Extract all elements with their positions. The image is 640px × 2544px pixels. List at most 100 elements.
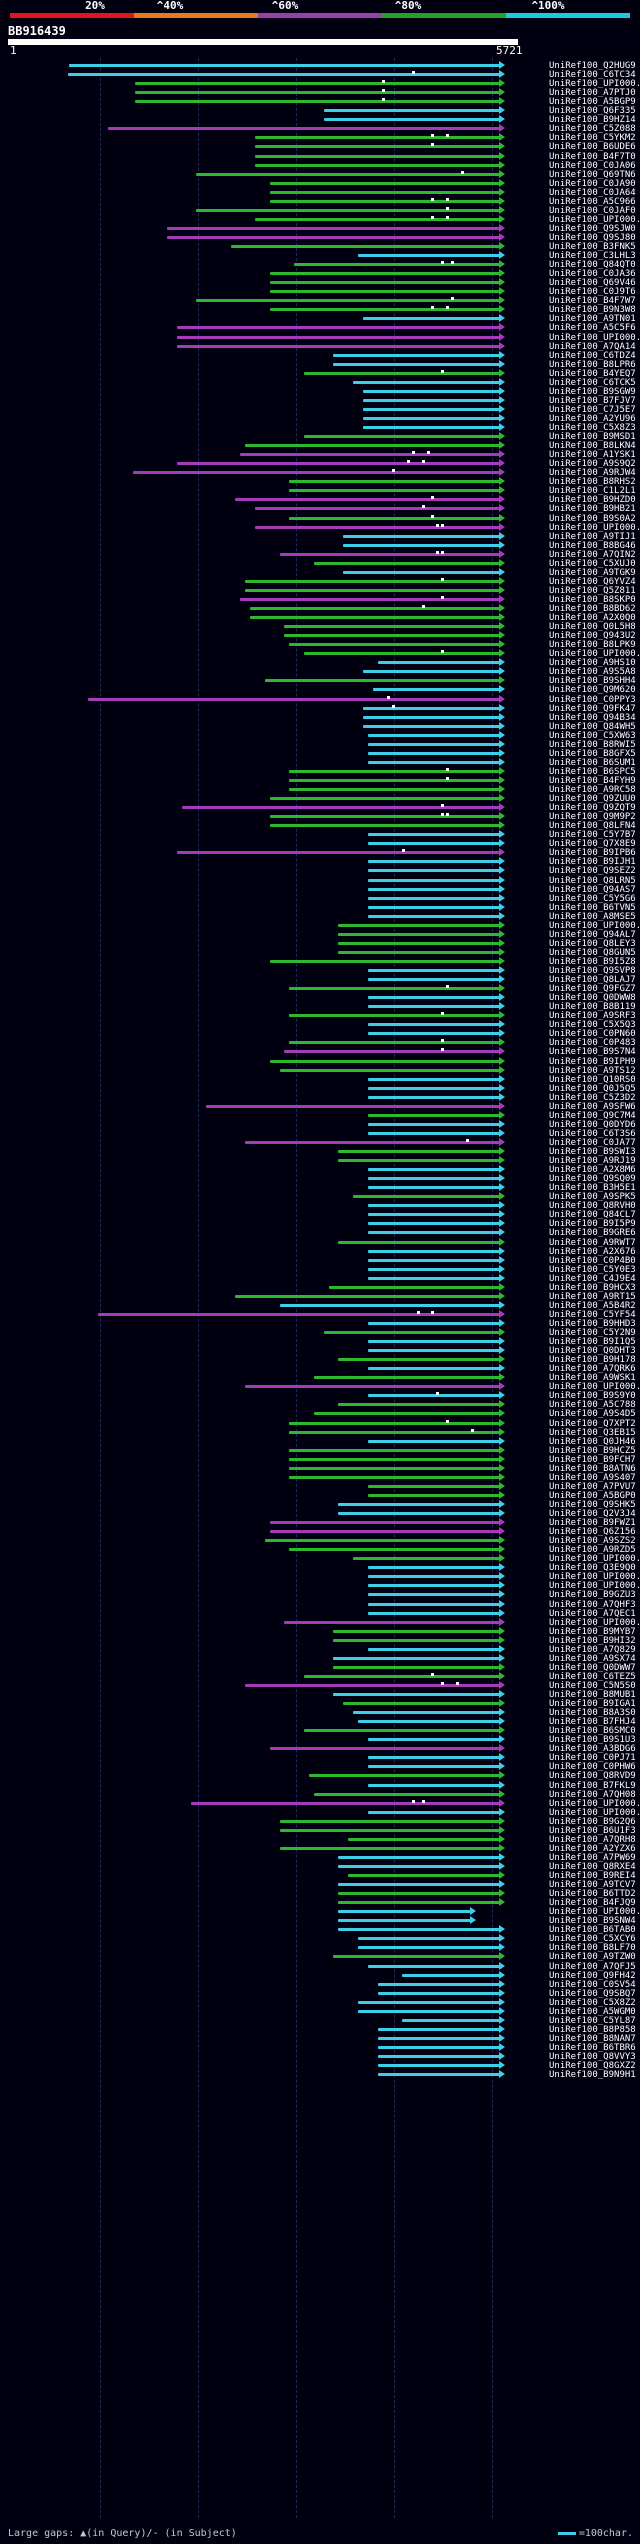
hit-id-link[interactable]: UniRef100_Q8GXZ2 <box>549 2061 636 2072</box>
hit-id-link[interactable]: UniRef100_A7QHF3 <box>549 1599 636 1610</box>
hit-alignment-bar[interactable] <box>367 1201 506 1210</box>
hit-id-link[interactable]: UniRef100_B9SWI3 <box>549 1147 636 1157</box>
hit-id-link[interactable]: UniRef100_C0JA64 <box>549 187 636 198</box>
hit-id-link[interactable]: UniRef100_Q84QT0 <box>549 260 636 271</box>
hit-id-link[interactable]: UniRef100_B6UDE6 <box>549 142 636 153</box>
hit-alignment-bar[interactable] <box>323 1328 506 1336</box>
hit-alignment-bar[interactable] <box>269 305 506 314</box>
hit-id-link[interactable]: UniRef100_A5BGP0 <box>549 1490 636 1501</box>
hit-id-link[interactable]: UniRef100_Q94AL7 <box>549 929 636 940</box>
hit-alignment-bar[interactable] <box>367 1110 506 1119</box>
hit-alignment-bar[interactable] <box>367 1219 506 1228</box>
hit-alignment-bar[interactable] <box>367 1481 506 1490</box>
hit-alignment-bar[interactable] <box>240 450 505 459</box>
hit-id-link[interactable]: UniRef100_B9REI4 <box>549 1871 636 1881</box>
hit-id-link[interactable]: UniRef100_UPI000... <box>549 332 640 343</box>
hit-id-link[interactable]: UniRef100_Q94B34 <box>549 712 636 723</box>
hit-alignment-bar[interactable] <box>289 1545 505 1554</box>
hit-id-link[interactable]: UniRef100_B9HB21 <box>549 504 636 515</box>
hit-alignment-bar[interactable] <box>333 1662 505 1671</box>
hit-alignment-bar[interactable] <box>367 1563 506 1572</box>
hit-id-link[interactable]: UniRef100_C6TEZ5 <box>549 1671 636 1682</box>
hit-alignment-bar[interactable] <box>279 1816 505 1825</box>
hit-id-link[interactable]: UniRef100_A9RJ19 <box>549 1156 636 1167</box>
hit-alignment-bar[interactable] <box>134 88 506 97</box>
hit-alignment-bar[interactable] <box>191 1798 505 1807</box>
hit-id-link[interactable]: UniRef100_A3BDG6 <box>549 1744 636 1755</box>
hit-alignment-bar[interactable] <box>367 1644 506 1653</box>
hit-alignment-bar[interactable] <box>338 1916 476 1925</box>
hit-id-link[interactable]: UniRef100_C0JA90 <box>549 178 636 189</box>
hit-id-link[interactable]: UniRef100_B8BG46 <box>549 540 636 551</box>
hit-alignment-bar[interactable] <box>108 124 505 133</box>
hit-id-link[interactable]: UniRef100_B9GRE6 <box>549 1228 636 1239</box>
hit-id-link[interactable]: UniRef100_Q9SEZ2 <box>549 866 636 877</box>
hit-id-link[interactable]: UniRef100_Q0DWW8 <box>549 993 636 1004</box>
hit-id-link[interactable]: UniRef100_B7FKL9 <box>549 1780 636 1791</box>
hit-id-link[interactable]: UniRef100_Q9SVP8 <box>549 966 636 976</box>
hit-id-link[interactable]: UniRef100_C5Y0E3 <box>549 1264 636 1275</box>
hit-alignment-bar[interactable] <box>304 1671 505 1680</box>
hit-id-link[interactable]: UniRef100_A7QFJ5 <box>549 1961 636 1972</box>
hit-id-link[interactable]: UniRef100_Q9FGZ7 <box>549 984 636 995</box>
hit-alignment-bar[interactable] <box>269 287 506 296</box>
hit-id-link[interactable]: UniRef100_A9SPK5 <box>549 1192 636 1203</box>
hit-id-link[interactable]: UniRef100_Q2V3J4 <box>549 1509 636 1519</box>
hit-alignment-bar[interactable] <box>362 667 506 676</box>
hit-id-link[interactable]: UniRef100_C6T3S6 <box>549 1128 636 1139</box>
hit-id-link[interactable]: UniRef100_B9SHH4 <box>549 676 636 687</box>
hit-id-link[interactable]: UniRef100_Q9FK47 <box>549 703 636 714</box>
hit-alignment-bar[interactable] <box>294 260 505 269</box>
hit-alignment-bar[interactable] <box>367 1753 506 1762</box>
hit-id-link[interactable]: UniRef100_B8RHS2 <box>549 477 636 488</box>
hit-alignment-bar[interactable] <box>357 2006 506 2015</box>
hit-id-link[interactable]: UniRef100_C0JAF0 <box>549 205 636 216</box>
hit-id-link[interactable]: UniRef100_A2X8M6 <box>549 1165 636 1176</box>
hit-id-link[interactable]: UniRef100_Q9SJW0 <box>549 223 636 234</box>
hit-alignment-bar[interactable] <box>367 1735 506 1744</box>
hit-id-link[interactable]: UniRef100_Q8LFN4 <box>549 821 636 832</box>
hit-alignment-bar[interactable] <box>353 1554 505 1563</box>
hit-alignment-bar[interactable] <box>269 1056 506 1065</box>
hit-id-link[interactable]: UniRef100_UPI000... <box>549 1807 640 1818</box>
hit-alignment-bar[interactable] <box>255 133 505 142</box>
hit-id-link[interactable]: UniRef100_C0P4B0 <box>549 1255 636 1266</box>
hit-alignment-bar[interactable] <box>269 278 506 287</box>
hit-id-link[interactable]: UniRef100_B7FHJ4 <box>549 1717 636 1728</box>
hit-id-link[interactable]: UniRef100_C1L2L1 <box>549 486 636 497</box>
hit-alignment-bar[interactable] <box>367 875 506 884</box>
hit-alignment-bar[interactable] <box>230 242 505 250</box>
hit-id-link[interactable]: UniRef100_A9TZW0 <box>549 1952 636 1963</box>
hit-alignment-bar[interactable] <box>181 803 505 812</box>
hit-alignment-bar[interactable] <box>255 151 505 160</box>
hit-alignment-bar[interactable] <box>367 1255 506 1264</box>
hit-alignment-bar[interactable] <box>250 604 505 612</box>
hit-id-link[interactable]: UniRef100_C3LHL3 <box>549 251 636 262</box>
hit-id-link[interactable]: UniRef100_C7J5E7 <box>549 404 636 415</box>
hit-id-link[interactable]: UniRef100_B9GZU3 <box>549 1590 636 1601</box>
hit-alignment-bar[interactable] <box>289 513 505 522</box>
hit-alignment-bar[interactable] <box>377 1988 505 1997</box>
hit-id-link[interactable]: UniRef100_A7PVU7 <box>549 1481 636 1492</box>
hit-alignment-bar[interactable] <box>338 1156 505 1165</box>
hit-alignment-bar[interactable] <box>245 576 505 585</box>
hit-id-link[interactable]: UniRef100_C0PJ71 <box>549 1753 636 1764</box>
hit-id-link[interactable]: UniRef100_UPI000... <box>549 1907 640 1918</box>
hit-id-link[interactable]: UniRef100_Q10RS0 <box>549 1074 636 1085</box>
hit-alignment-bar[interactable] <box>367 884 506 893</box>
hit-alignment-bar[interactable] <box>279 1065 505 1074</box>
hit-alignment-bar[interactable] <box>338 1852 505 1861</box>
hit-alignment-bar[interactable] <box>367 1092 506 1101</box>
hit-alignment-bar[interactable] <box>367 1083 506 1092</box>
hit-id-link[interactable]: UniRef100_Q84WH5 <box>549 721 636 732</box>
hit-alignment-bar[interactable] <box>196 169 505 178</box>
hit-id-link[interactable]: UniRef100_UPI000... <box>549 1798 640 1809</box>
hit-alignment-bar[interactable] <box>289 984 505 993</box>
hit-alignment-bar[interactable] <box>367 1273 506 1282</box>
hit-id-link[interactable]: UniRef100_A8MSE5 <box>549 911 636 922</box>
hit-alignment-bar[interactable] <box>284 1047 505 1056</box>
hit-alignment-bar[interactable] <box>289 775 505 784</box>
hit-id-link[interactable]: UniRef100_A7QRK6 <box>549 1364 636 1375</box>
hit-id-link[interactable]: UniRef100_A5C5F6 <box>549 323 636 334</box>
hit-alignment-bar[interactable] <box>166 223 506 232</box>
